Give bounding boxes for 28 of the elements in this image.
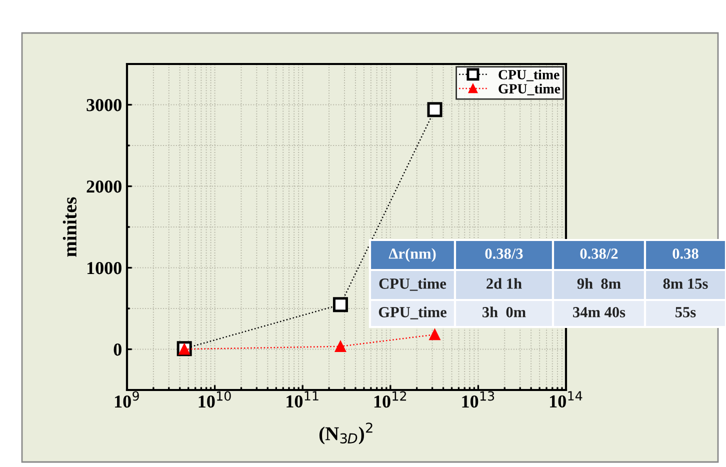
legend-label: GPU_time <box>498 84 560 96</box>
x-tick-label: 10$^{10}$ <box>198 391 231 408</box>
point <box>429 329 440 340</box>
legend-label: CPU_time <box>498 70 560 82</box>
annotation: 2d 1h <box>486 278 522 289</box>
y-tick-label: 2000 <box>86 180 122 193</box>
x-tick-label: 10$^{13}$ <box>462 391 494 408</box>
y-tick-label: 1000 <box>87 262 122 274</box>
y-tick-label: 3000 <box>86 99 122 112</box>
x-axis-title: (N$_{3D}$)$^{2}$ <box>319 422 372 444</box>
annotation: 0.38/3 <box>485 248 523 259</box>
y-tick-label: 0 <box>114 344 122 356</box>
text: 34m 40s <box>573 307 626 318</box>
annotation: Δr(nm) <box>388 248 436 262</box>
text: 0.38 <box>672 248 698 259</box>
annotation: CPU_time <box>379 278 446 291</box>
x-tick-label: 10$^{11}$ <box>286 391 318 408</box>
x-tick-label: 10$^{12}$ <box>374 391 406 408</box>
y-axis-title: minites <box>62 197 77 257</box>
annotation: GPU_time <box>378 306 446 320</box>
text: 8m 15s <box>663 278 708 289</box>
text: 9h 8m <box>577 278 621 289</box>
x-tick-label: 10$^{9}$ <box>114 391 139 408</box>
annotation: 3h 0m <box>482 306 526 318</box>
text: 55s <box>676 307 696 318</box>
x-tick-label: 10$^{14}$ <box>550 391 582 408</box>
point <box>427 102 442 118</box>
text: 0.38/2 <box>580 248 618 259</box>
